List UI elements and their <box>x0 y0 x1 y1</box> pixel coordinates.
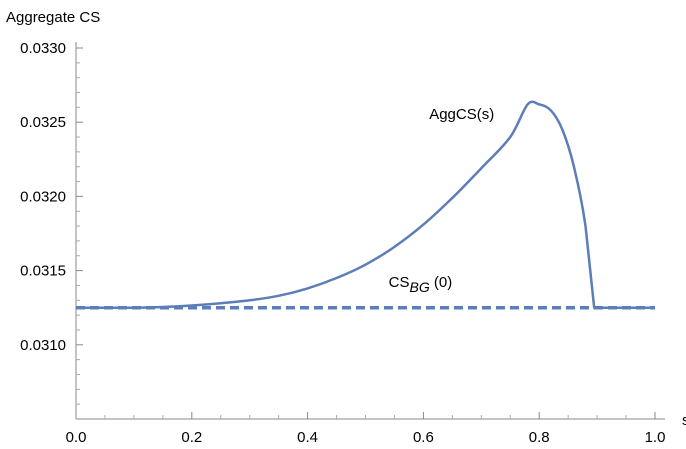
x-tick-label: 0.0 <box>66 429 87 446</box>
series-line-aggcs <box>75 100 655 310</box>
y-tick-label: 0.0325 <box>20 114 66 131</box>
x-tick-label: 0.8 <box>529 429 550 446</box>
y-tick-label: 0.0315 <box>20 263 66 280</box>
axes <box>75 42 665 420</box>
annotation-label: CSBG (0) <box>389 274 453 295</box>
x-tick-label: 0.2 <box>181 429 202 446</box>
labels: 0.0 0.2 0.4 0.6 0.8 1.0 0.0310 0.0315 0.0320 0.03… <box>6 9 686 446</box>
annotation-main: CS <box>389 274 410 291</box>
y-tick-label: 0.0330 <box>20 40 66 57</box>
x-tick-label: 0.6 <box>413 429 434 446</box>
annotation-tail: (0) <box>430 274 453 291</box>
y-axis-title: Aggregate CS <box>6 9 100 26</box>
annotation-main: AggCS(s) <box>429 106 494 123</box>
x-tick-label: 0.4 <box>297 429 318 446</box>
y-tick-label: 0.0320 <box>20 188 66 205</box>
x-tick-label: 1.0 <box>645 429 666 446</box>
y-tick-label: 0.0310 <box>20 337 66 354</box>
annotation-subscript: BG <box>410 279 430 295</box>
annotation-label: AggCS(s) <box>429 106 494 123</box>
series-layer <box>75 100 655 310</box>
x-axis-title: s <box>682 412 686 429</box>
